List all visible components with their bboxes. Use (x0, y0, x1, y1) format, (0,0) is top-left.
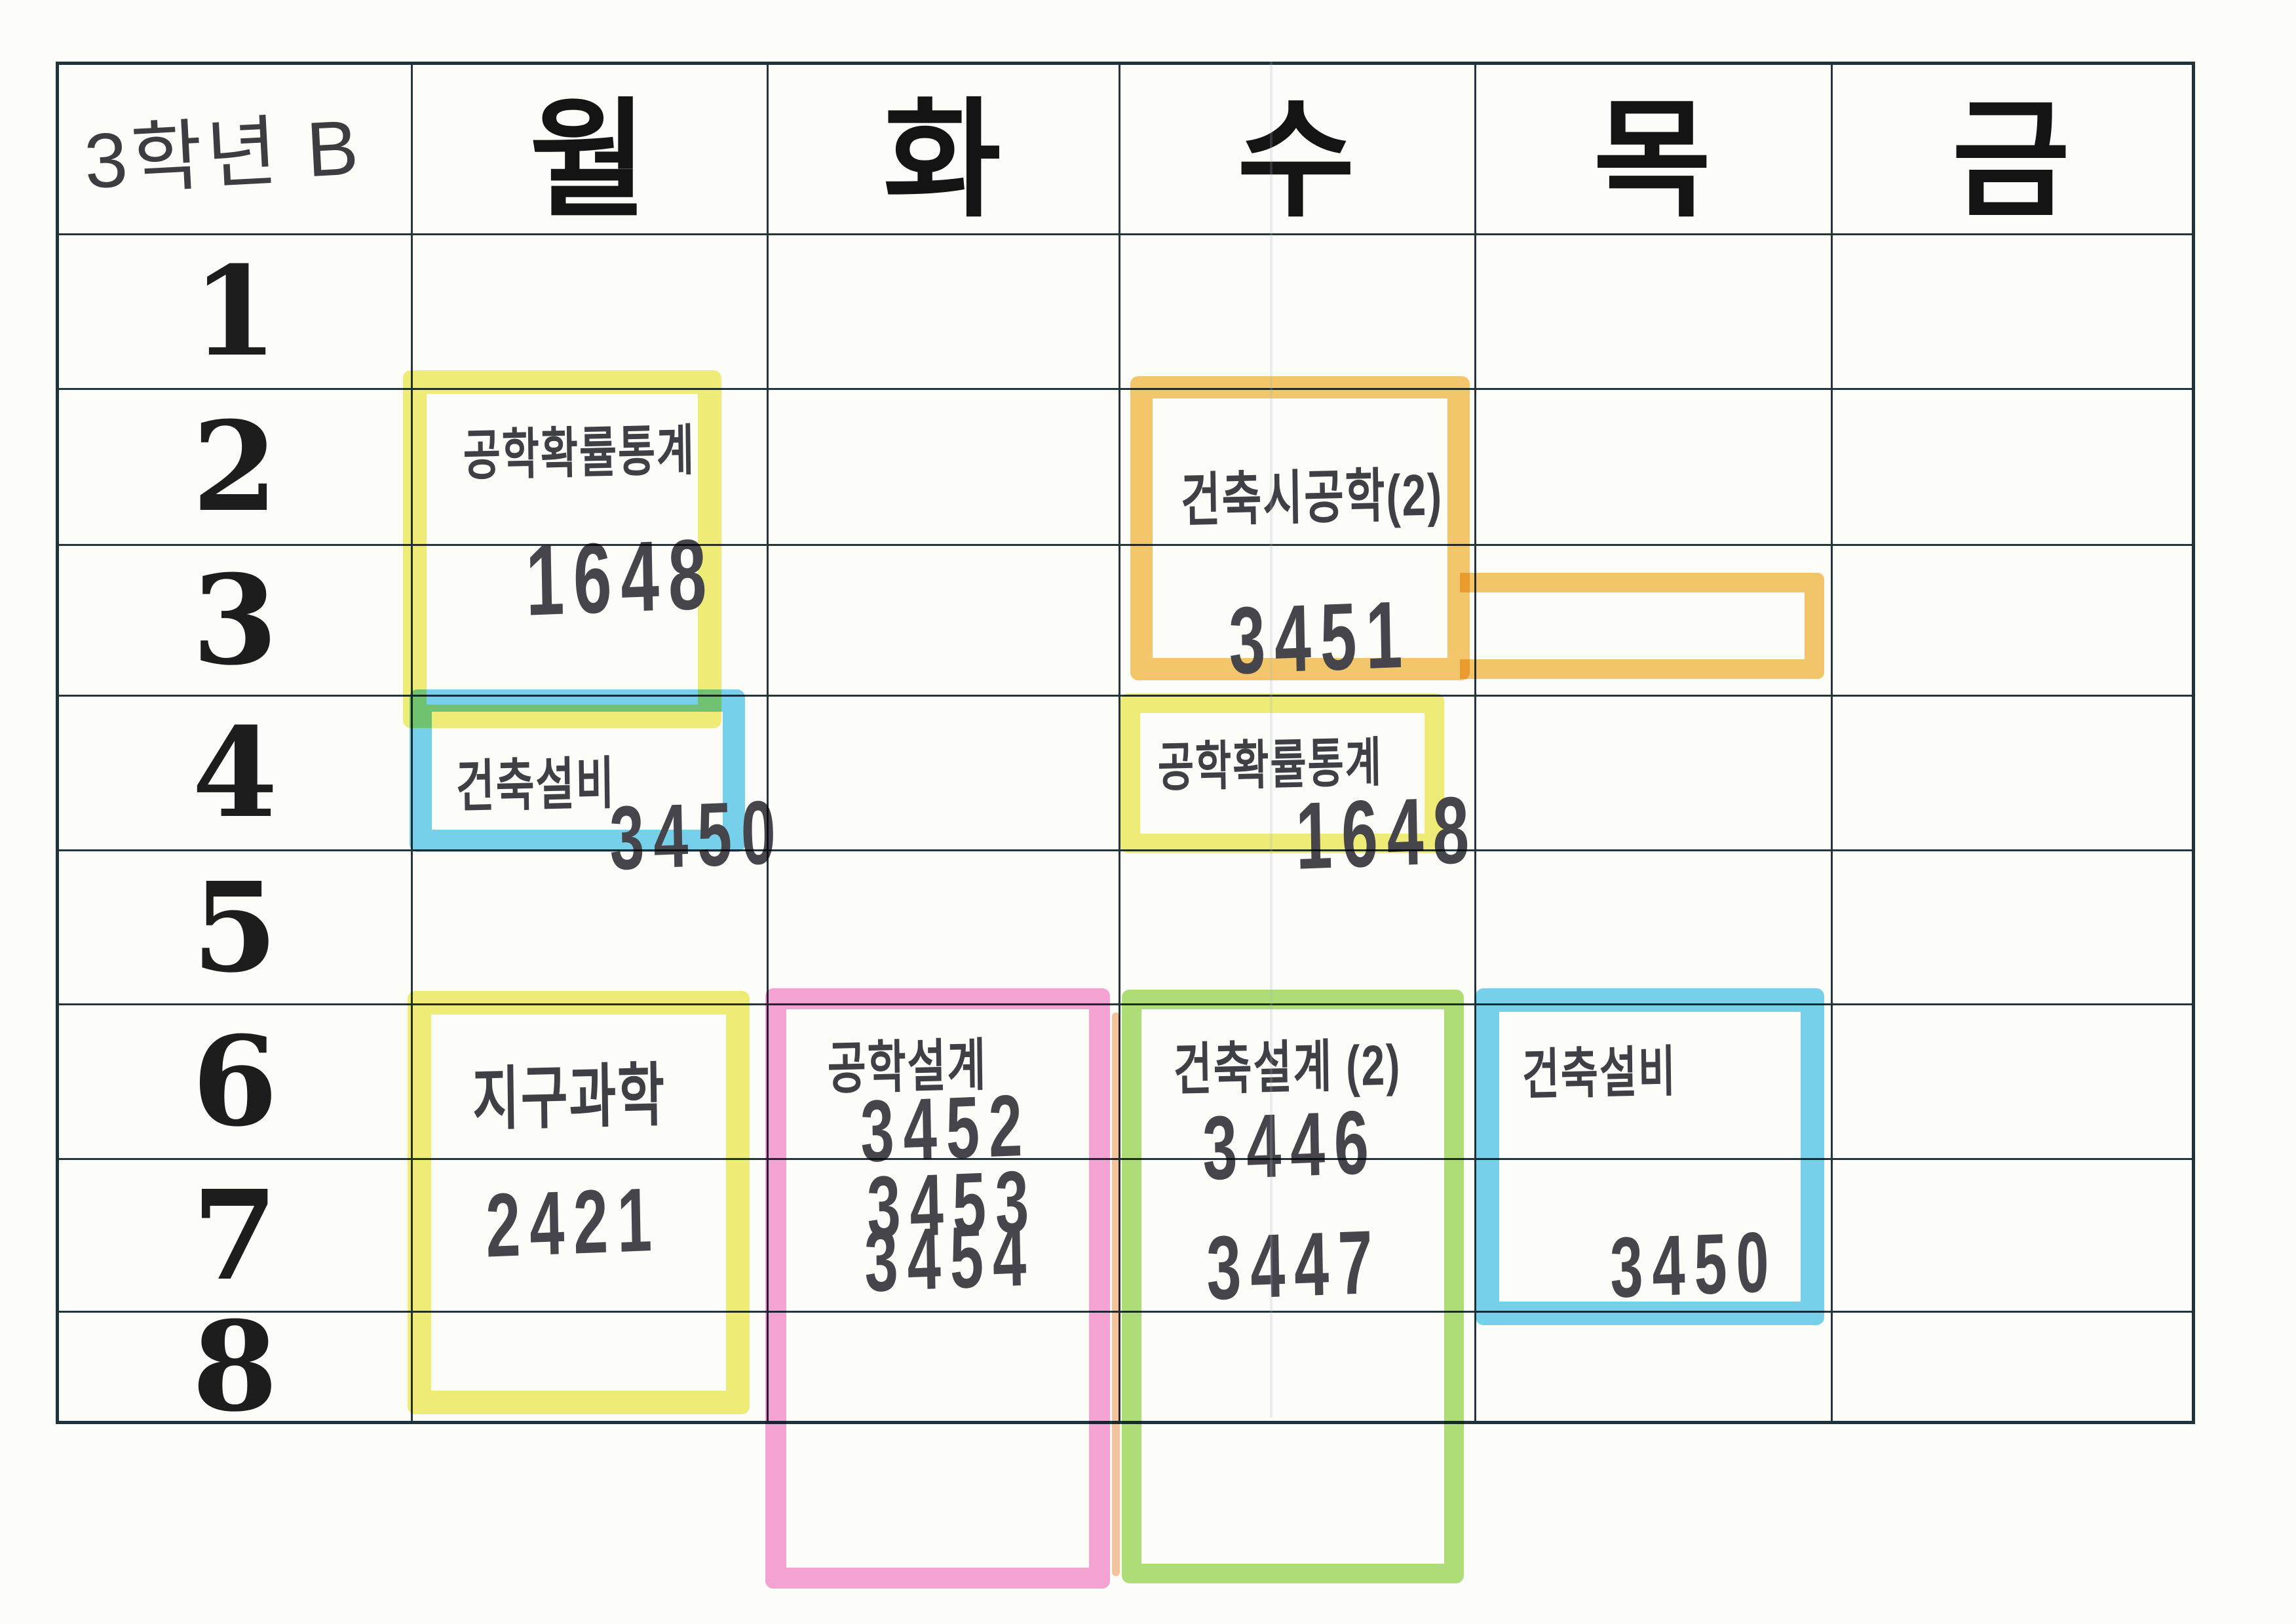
period-label-4: 4 (59, 697, 413, 851)
scan-fold-line (1270, 62, 1272, 1418)
period-label-7: 7 (59, 1160, 413, 1313)
schedule-entry-mon-6-8: 지구과학 2421 (408, 991, 750, 1414)
timetable-cell (1833, 546, 2192, 697)
class-label: 3학년 B (82, 104, 365, 205)
timetable-cell (1833, 697, 2192, 851)
timetable-cell (1120, 1005, 1476, 1160)
schedule-entry-tue-6-8: 공학설계 3452 3453 3454 (765, 988, 1110, 1589)
timetable-cell (769, 697, 1120, 851)
schedule-entry-mon-4: 건축설비 3450 (410, 689, 786, 889)
room-number: 3454 (864, 1207, 1037, 1311)
day-header-2: 수 (1120, 65, 1476, 235)
room-number: 2421 (485, 1169, 662, 1277)
timetable-cell (1476, 1005, 1833, 1160)
day-header-1: 화 (769, 65, 1120, 235)
timetable-cell (1120, 390, 1476, 546)
timetable-cell (769, 546, 1120, 697)
period-label-5: 5 (59, 851, 413, 1005)
timetable-cell (1476, 546, 1833, 697)
timetable-cell (1476, 851, 1833, 1005)
period-label-1: 1 (59, 235, 413, 390)
period-label-2: 2 (59, 390, 413, 546)
timetable-cell (1476, 697, 1833, 851)
timetable-cell (1833, 235, 2192, 390)
timetable-cell (1476, 235, 1833, 390)
period-label-6: 6 (59, 1005, 413, 1160)
subject-label: 건축설비 (455, 751, 617, 819)
timetable-cell (1476, 390, 1833, 546)
period-label-3: 3 (59, 546, 413, 697)
subject-label: 지구과학 (472, 1056, 666, 1139)
class-name-cell: 3학년 B (59, 65, 413, 235)
room-number: 3447 (1206, 1212, 1383, 1320)
timetable-cell (1120, 235, 1476, 390)
timetable-cell (1833, 851, 2192, 1005)
schedule-entry-wed-2-3: 건축시공학(2) 3451 (1130, 376, 1470, 695)
timetable-cell (769, 851, 1120, 1005)
timetable-cell (413, 235, 769, 390)
timetable-cell (1833, 1005, 2192, 1160)
timetable-cell (413, 390, 769, 546)
timetable-cell (1476, 1313, 1833, 1421)
room-number: 3446 (1202, 1092, 1379, 1200)
timetable-cell (1120, 1313, 1476, 1421)
subject-label: 건축설비 (1521, 1041, 1677, 1107)
timetable-cell (1833, 1313, 2192, 1421)
subject-label: 건축시공학(2) (1180, 461, 1444, 533)
marker-overlap-sliver (1112, 1013, 1120, 1576)
timetable-cell (769, 390, 1120, 546)
day-header-4: 금 (1833, 65, 2192, 235)
schedule-entry-mon-2-3: 공학확률통계 1648 (403, 370, 721, 728)
timetable-cell (769, 235, 1120, 390)
room-number: 3450 (1609, 1214, 1779, 1317)
room-number: 1648 (525, 518, 717, 638)
room-number: 1648 (1295, 776, 1480, 890)
schedule-entry-thu-6-7: 건축설비 3450 (1476, 988, 1824, 1325)
subject-label: 공학확률통계 (463, 420, 696, 488)
room-number: 3450 (609, 782, 786, 890)
schedule-entry-wed-2-3-extension (1460, 573, 1824, 679)
day-header-0: 월 (413, 65, 769, 235)
timetable-cell (1833, 1160, 2192, 1313)
schedule-entry-wed-4: 공학확률통계 1648 (1120, 693, 1479, 890)
day-header-3: 목 (1476, 65, 1833, 235)
schedule-entry-wed-6-8: 건축설계 (2) 3446 3447 (1122, 990, 1464, 1583)
timetable-cell (1833, 390, 2192, 546)
timetable-cell (1120, 1160, 1476, 1313)
period-label-8: 8 (59, 1294, 413, 1439)
room-number: 3451 (1228, 581, 1413, 695)
